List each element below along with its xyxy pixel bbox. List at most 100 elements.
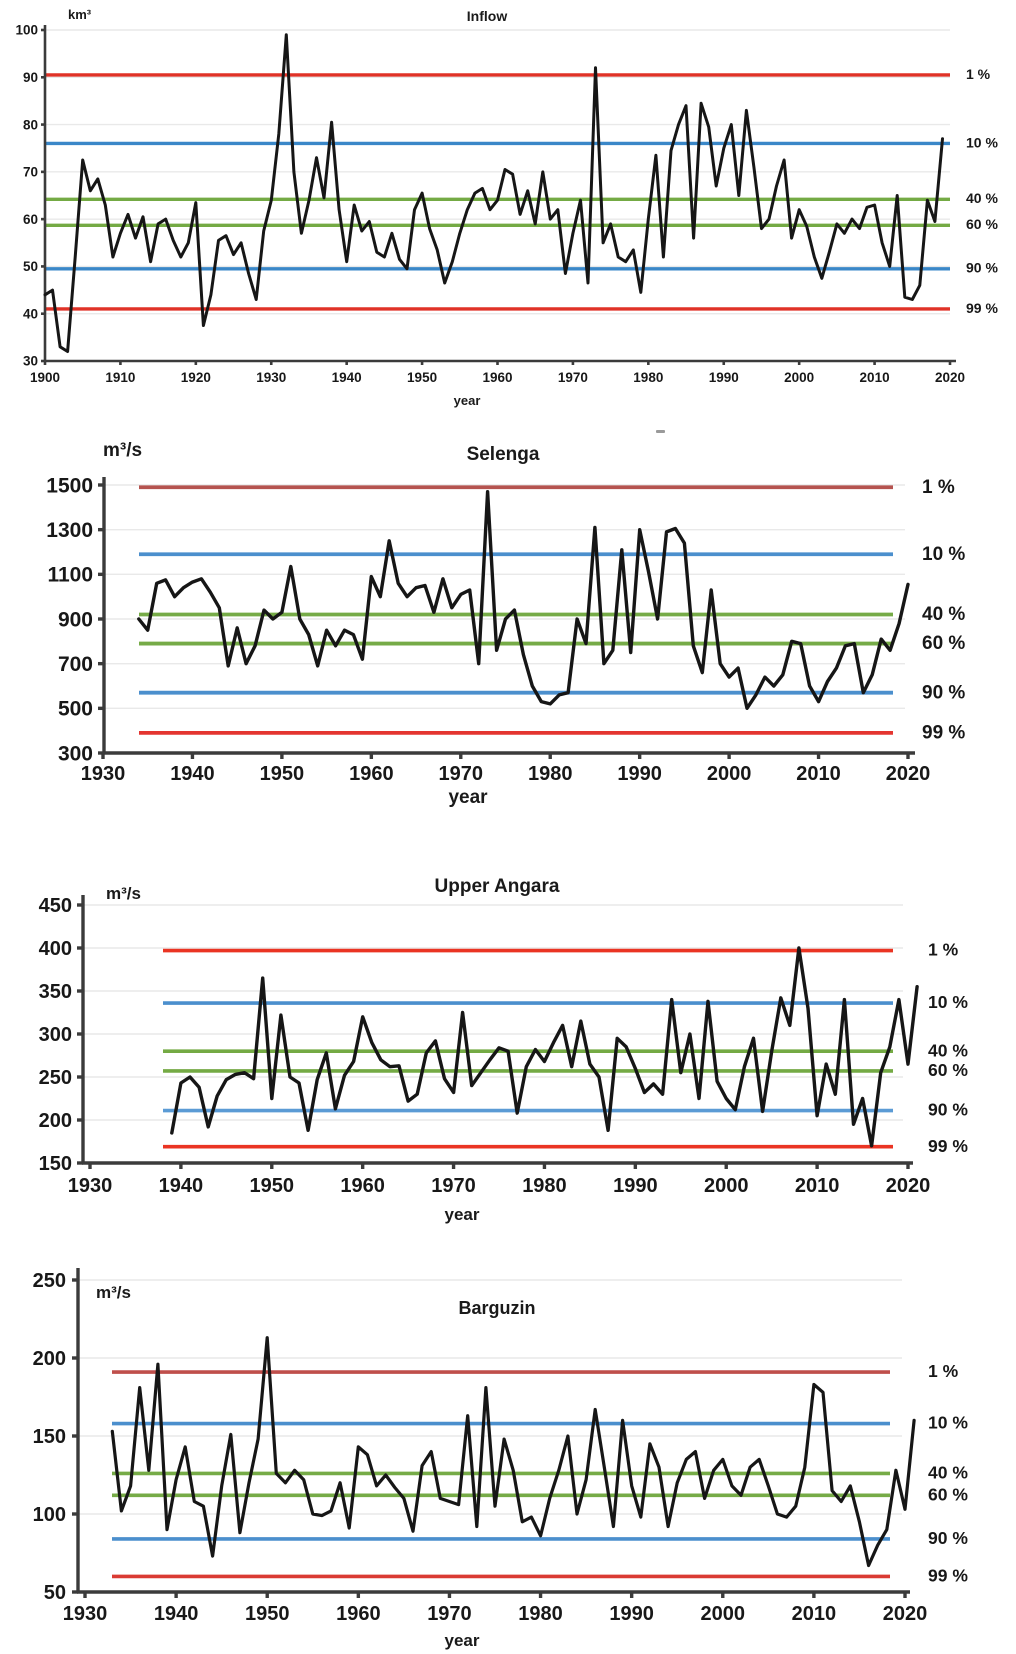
y-axis-unit-inflow: km³ — [68, 7, 92, 22]
x-tick-label: 1960 — [340, 1175, 385, 1197]
chart-title-inflow: Inflow — [466, 8, 508, 24]
chart-title-upper-angara: Upper Angara — [434, 876, 560, 897]
x-tick-label: 1930 — [63, 1603, 108, 1625]
x-tick-label: 1930 — [81, 763, 126, 785]
ref-line-label: 1 % — [928, 940, 959, 960]
y-tick-label: 250 — [39, 1067, 72, 1089]
x-tick-label: 1970 — [558, 370, 588, 385]
x-tick-label: 1980 — [518, 1603, 563, 1625]
y-axis-unit-barguzin: m³/s — [96, 1283, 131, 1302]
x-tick-label: 1940 — [154, 1603, 199, 1625]
y-tick-label: 50 — [23, 259, 38, 274]
y-tick-label: 1300 — [46, 519, 93, 542]
y-tick-label: 80 — [23, 117, 38, 132]
ref-line-label: 40 % — [966, 190, 998, 206]
y-tick-label: 250 — [33, 1270, 66, 1292]
y-tick-label: 300 — [58, 742, 93, 765]
x-tick-label: 2020 — [886, 1175, 931, 1197]
ref-line-label: 60 % — [928, 1484, 968, 1504]
ref-line-label: 99 % — [928, 1566, 968, 1586]
x-tick-label: 1980 — [522, 1175, 567, 1197]
x-tick-label: 2000 — [701, 1603, 746, 1625]
data-line — [43, 33, 944, 353]
inflow-chart: 30 40 50 60 70 80 90 100 1900 1910 1920 1930 1940 195… — [15, 23, 998, 385]
ref-line-label: 90 % — [928, 1100, 968, 1120]
x-tick-label: 1970 — [431, 1175, 476, 1197]
ref-line-label: 60 % — [922, 633, 965, 654]
ref-line-label: 60 % — [966, 216, 998, 232]
ref-line-label: 10 % — [966, 134, 998, 150]
x-axis-label-upper-angara: year — [444, 1205, 480, 1224]
chart-title-selenga: Selenga — [466, 444, 540, 465]
y-tick-label: 300 — [39, 1024, 72, 1046]
ref-line-label: 99 % — [966, 300, 998, 316]
ref-line-label: 1 % — [922, 477, 955, 498]
data-line — [137, 490, 910, 710]
x-tick-label: 1940 — [170, 763, 215, 785]
y-tick-label: 400 — [39, 938, 72, 960]
x-tick-label: 2010 — [795, 1175, 840, 1197]
y-axis-unit-selenga: m³/s — [103, 440, 143, 461]
x-axis-label-barguzin: year — [444, 1631, 480, 1650]
y-tick-label: 450 — [39, 895, 72, 917]
y-tick-label: 900 — [58, 608, 93, 631]
chart-title-barguzin: Barguzin — [458, 1298, 536, 1318]
x-tick-label: 1940 — [159, 1175, 204, 1197]
x-tick-label: 2010 — [792, 1603, 837, 1625]
y-tick-label: 30 — [23, 354, 38, 369]
barguzin-chart: 50 100 150 200 250 1930 1940 1950 1960 1970 1980 19… — [33, 1268, 968, 1625]
ref-line-label: 40 % — [922, 604, 965, 625]
x-tick-label: 1970 — [439, 763, 484, 785]
ref-line-label: 60 % — [928, 1060, 968, 1080]
x-tick-label: 1990 — [609, 1603, 654, 1625]
x-tick-label: 1940 — [332, 370, 362, 385]
x-tick-label: 2000 — [784, 370, 814, 385]
x-tick-label: 1950 — [407, 370, 437, 385]
x-tick-label: 1910 — [105, 370, 135, 385]
x-tick-label: 2010 — [860, 370, 890, 385]
x-tick-label: 2020 — [883, 1603, 928, 1625]
y-tick-label: 100 — [33, 1504, 66, 1526]
x-axis-label-inflow: year — [453, 393, 481, 408]
x-tick-label: 1960 — [349, 763, 394, 785]
x-tick-label: 2020 — [886, 763, 931, 785]
stray-dash-mark — [656, 430, 665, 433]
y-axis-unit-upper-angara: m³/s — [106, 884, 141, 903]
x-tick-label: 1990 — [617, 763, 662, 785]
x-tick-label: 2000 — [707, 763, 752, 785]
y-tick-label: 60 — [23, 212, 38, 227]
x-tick-label: 1980 — [528, 763, 573, 785]
y-tick-label: 500 — [58, 698, 93, 721]
y-tick-label: 40 — [23, 306, 38, 321]
x-tick-label: 2000 — [704, 1175, 749, 1197]
x-tick-label: 2020 — [935, 370, 965, 385]
y-tick-label: 50 — [44, 1582, 66, 1604]
x-tick-label: 1980 — [633, 370, 663, 385]
y-tick-label: 200 — [39, 1110, 72, 1132]
ref-line-label: 99 % — [928, 1136, 968, 1156]
ref-line-label: 99 % — [922, 723, 965, 744]
y-tick-label: 150 — [33, 1426, 66, 1448]
x-tick-label: 1960 — [482, 370, 512, 385]
ref-line-label: 90 % — [928, 1528, 968, 1548]
y-tick-label: 70 — [23, 165, 38, 180]
x-axis-label-selenga: year — [448, 787, 488, 808]
ref-line-label: 10 % — [928, 992, 968, 1012]
x-tick-label: 1990 — [709, 370, 739, 385]
x-tick-label: 1970 — [427, 1603, 472, 1625]
ref-line-label: 1 % — [966, 66, 991, 82]
x-tick-label: 2010 — [796, 763, 841, 785]
x-tick-label: 1990 — [613, 1175, 658, 1197]
x-tick-label: 1950 — [260, 763, 305, 785]
y-tick-label: 200 — [33, 1348, 66, 1370]
y-tick-label: 350 — [39, 981, 72, 1003]
ref-line-label: 10 % — [922, 544, 965, 565]
selenga-chart: 300 500 700 900 1100 1300 1500 1930 1940 1950 1960… — [46, 474, 965, 785]
ref-line-label: 10 % — [928, 1413, 968, 1433]
x-tick-label: 1960 — [336, 1603, 381, 1625]
y-tick-label: 100 — [15, 23, 38, 38]
ref-line-label: 40 % — [928, 1463, 968, 1483]
y-tick-label: 150 — [39, 1153, 72, 1175]
ref-line-label: 90 % — [922, 682, 965, 703]
